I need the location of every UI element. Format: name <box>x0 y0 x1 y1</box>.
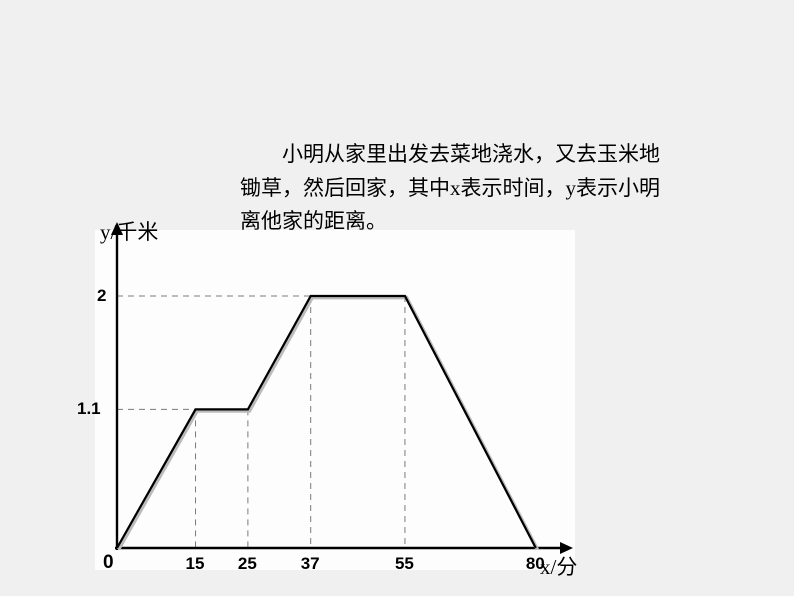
tick-x-37: 37 <box>301 554 320 574</box>
x-axis-label: x/分 <box>540 551 577 581</box>
tick-x-55: 55 <box>395 554 414 574</box>
tick-x-25: 25 <box>238 554 257 574</box>
series-shadow <box>119 298 538 550</box>
y-axis-arrow-icon <box>111 222 123 235</box>
tick-x-15: 15 <box>186 554 205 574</box>
tick-y-2: 2 <box>97 286 106 306</box>
slide-container: 小明从家里出发去菜地浇水，又去玉米地锄草，然后回家，其中x表示时间，y表示小明离… <box>0 0 794 596</box>
tick-y-1_1: 1.1 <box>77 399 101 419</box>
chart-svg <box>0 0 794 596</box>
tick-origin: 0 <box>103 552 114 574</box>
